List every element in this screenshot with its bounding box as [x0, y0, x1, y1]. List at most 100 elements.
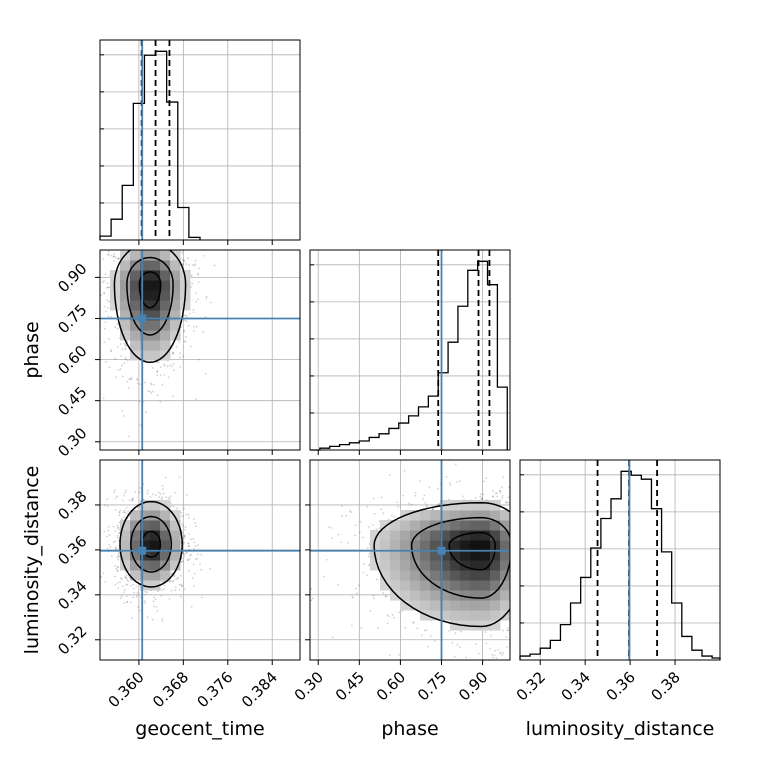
sample-point	[350, 511, 353, 513]
density-bin	[160, 330, 171, 341]
sample-point	[147, 390, 149, 392]
sample-point	[506, 629, 509, 632]
sample-point	[135, 585, 138, 588]
sample-point	[123, 511, 126, 514]
density-bin	[120, 520, 131, 531]
sample-point	[117, 554, 120, 557]
density-bin	[400, 520, 411, 531]
sample-point	[106, 286, 108, 289]
sample-point	[436, 503, 439, 506]
sample-point	[125, 232, 127, 234]
sample-point	[187, 324, 190, 327]
density-bin	[470, 600, 481, 611]
sample-point	[145, 242, 147, 244]
sample-point	[373, 597, 375, 600]
sample-point	[104, 273, 107, 276]
sample-point	[116, 534, 119, 537]
sample-point	[155, 605, 158, 608]
sample-point	[535, 572, 537, 574]
sample-point	[511, 549, 513, 551]
sample-point	[183, 330, 186, 333]
sample-point	[154, 598, 157, 601]
density-bin	[460, 610, 471, 621]
sample-point	[149, 496, 152, 498]
sample-point	[330, 526, 333, 529]
density-bin	[500, 540, 510, 551]
sample-point	[124, 356, 127, 359]
sample-point	[499, 491, 502, 494]
sample-point	[350, 624, 353, 627]
density-bin	[470, 560, 481, 571]
sample-point	[150, 383, 153, 386]
density-bin	[420, 600, 431, 611]
density-bin	[430, 600, 441, 611]
sample-point	[123, 362, 126, 365]
sample-point	[337, 533, 340, 536]
density-bin	[500, 510, 510, 521]
sample-point	[515, 564, 517, 566]
sample-point	[502, 476, 505, 479]
sample-point	[513, 557, 515, 559]
sample-point	[91, 580, 93, 582]
x-tick-label: 0.32	[513, 668, 549, 704]
sample-point	[119, 368, 122, 371]
sample-point	[187, 542, 190, 545]
sample-point	[528, 529, 530, 531]
sample-point	[184, 319, 186, 322]
sample-point	[493, 654, 496, 657]
sample-point	[527, 529, 529, 531]
sample-point	[114, 326, 116, 329]
sample-point	[205, 297, 208, 300]
sample-point	[511, 559, 513, 561]
density-bin	[480, 600, 491, 611]
sample-point	[194, 522, 197, 524]
sample-point	[525, 591, 527, 593]
sample-point	[342, 669, 344, 671]
sample-point	[366, 547, 369, 550]
sample-point	[512, 528, 514, 530]
sample-point	[378, 527, 381, 530]
density-bin	[150, 250, 161, 261]
density-bin	[440, 530, 451, 541]
density-bin	[160, 550, 171, 561]
density-bin	[160, 300, 171, 311]
density-bin	[170, 300, 181, 311]
x-tick-label: 0.368	[149, 668, 192, 711]
sample-point	[181, 251, 184, 254]
sample-point	[423, 629, 426, 632]
sample-point	[544, 535, 546, 537]
sample-point	[529, 543, 531, 545]
density-bin	[470, 550, 481, 561]
density-bin	[130, 550, 141, 561]
sample-point	[108, 300, 111, 303]
sample-point	[398, 611, 401, 614]
sample-point	[184, 314, 187, 317]
sample-point	[115, 456, 117, 458]
density-bin	[140, 330, 151, 341]
sample-point	[510, 516, 512, 518]
density-bin	[400, 590, 411, 601]
sample-point	[512, 517, 514, 519]
sample-point	[362, 536, 364, 539]
sample-point	[116, 230, 118, 232]
x-tick-label: 0.60	[373, 668, 409, 704]
sample-point	[367, 555, 370, 558]
density-bin	[420, 610, 431, 621]
density-bin	[410, 510, 421, 521]
sample-point	[153, 383, 155, 386]
sample-point	[114, 256, 117, 259]
sample-point	[356, 592, 358, 595]
density-bin	[170, 540, 181, 551]
density-bin	[150, 340, 161, 351]
sample-point	[178, 247, 180, 249]
density-bin	[150, 570, 161, 581]
sample-point	[146, 243, 148, 245]
sample-point	[499, 490, 502, 492]
panel-frame	[99, 39, 301, 241]
sample-point	[172, 245, 174, 247]
sample-point	[545, 576, 547, 578]
sample-point	[524, 531, 526, 533]
sample-point	[108, 543, 111, 546]
sample-point	[195, 300, 197, 303]
